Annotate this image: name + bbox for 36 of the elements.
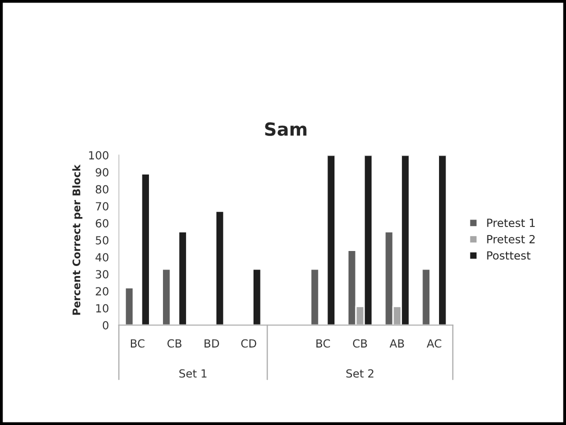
x-tick-label: BC <box>130 339 144 348</box>
y-tick-label: 0 <box>102 321 108 330</box>
legend-label: Posttest <box>487 251 530 260</box>
bar <box>252 268 262 326</box>
bar <box>438 155 448 326</box>
bar <box>140 173 150 326</box>
bar <box>178 230 188 326</box>
bar <box>421 268 431 326</box>
x-tick-label: CB <box>167 339 182 348</box>
y-tick-label: 80 <box>96 185 108 194</box>
y-tick-label: 100 <box>89 151 108 160</box>
bar <box>310 268 320 326</box>
y-axis-title: Percent Correct per Block <box>72 164 82 315</box>
y-tick-label: 10 <box>96 304 108 313</box>
x-tick-label: AB <box>390 339 404 348</box>
text: Set 2 <box>346 369 374 378</box>
bar <box>124 287 134 326</box>
chart-title: Sam <box>265 122 306 136</box>
y-tick-label: 90 <box>96 168 108 177</box>
y-tick-label: 20 <box>96 287 108 296</box>
x-tick-label: CB <box>352 339 367 348</box>
bar <box>326 155 336 326</box>
x-tick-label: CD <box>241 339 256 348</box>
y-tick-label: 50 <box>96 236 108 245</box>
y-tick-label: 40 <box>96 253 108 262</box>
y-tick-label: 30 <box>96 270 108 279</box>
legend-label: Pretest 2 <box>487 234 535 244</box>
y-tick-label: 60 <box>96 219 108 228</box>
x-tick-label: AC <box>426 339 442 348</box>
x-tick-label: BC <box>316 339 330 348</box>
x-tick-label: BD <box>204 339 220 348</box>
legend-label: Pretest 1 <box>487 218 535 228</box>
bar <box>162 268 172 326</box>
y-tick-label: 70 <box>96 202 108 211</box>
text: Set 1 <box>179 369 206 378</box>
bar <box>215 210 225 326</box>
